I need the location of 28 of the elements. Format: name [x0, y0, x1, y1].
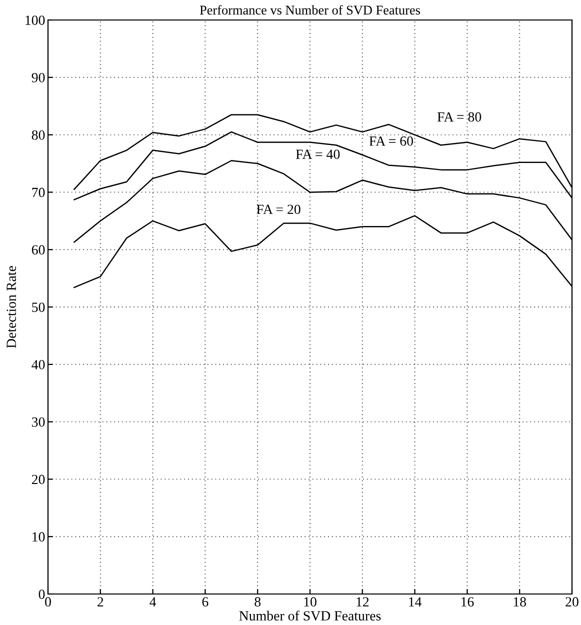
- y-tick-label: 80: [32, 130, 45, 140]
- x-tick-label: 18: [514, 597, 526, 607]
- y-tick-label: 90: [32, 72, 45, 82]
- y-tick-label: 50: [32, 302, 45, 312]
- y-tick-label: 60: [32, 245, 45, 255]
- x-axis-title: Number of SVD Features: [239, 610, 381, 621]
- y-tick-label: 70: [32, 188, 45, 198]
- x-tick-label: 10: [304, 597, 316, 607]
- y-tick-label: 20: [32, 474, 45, 484]
- chart-title: Performance vs Number of SVD Features: [200, 5, 420, 15]
- x-tick-label: 2: [98, 597, 104, 606]
- y-tick-label: 0: [38, 590, 45, 599]
- annotation: FA = 80: [437, 112, 482, 122]
- x-tick-label: 14: [409, 597, 422, 606]
- x-tick-label: 6: [202, 597, 208, 607]
- x-tick-label: 4: [150, 597, 156, 606]
- y-axis-title: Detection Rate: [6, 266, 16, 348]
- x-tick-label: 8: [254, 597, 261, 607]
- annotation: FA = 20: [256, 204, 300, 214]
- y-tick-label: 100: [26, 16, 45, 25]
- y-tick-label: 40: [32, 360, 45, 370]
- y-tick-label: 10: [32, 532, 45, 542]
- annotation: FA = 40: [296, 150, 340, 159]
- annotation: FA = 60: [369, 136, 414, 146]
- x-tick-label: 16: [461, 597, 474, 607]
- y-tick-label: 30: [32, 417, 45, 427]
- x-tick-label: 12: [356, 597, 369, 606]
- x-tick-label: 20: [566, 597, 578, 607]
